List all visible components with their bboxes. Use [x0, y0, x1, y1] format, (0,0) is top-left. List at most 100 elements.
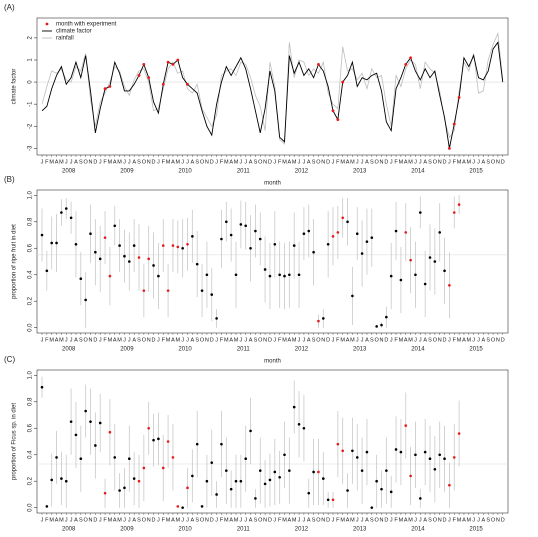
data-point — [45, 505, 49, 508]
data-point — [161, 244, 165, 247]
x-tick-label: J — [244, 159, 247, 165]
data-point — [244, 457, 247, 461]
data-point — [89, 420, 92, 423]
data-point — [132, 244, 136, 247]
x-tick-label: M — [176, 517, 181, 523]
x-tick-label: J — [41, 159, 44, 165]
x-tick-label: J — [65, 337, 68, 343]
x-tick-label: F — [45, 337, 49, 343]
x-tick-label: S — [254, 517, 258, 523]
x-tick-label: N — [496, 337, 500, 343]
data-point — [205, 479, 209, 483]
x-tick-label: J — [448, 337, 451, 343]
y-tick-label: 0.2 — [28, 296, 34, 305]
x-tick-label: J — [356, 159, 359, 165]
x-tick-label: D — [384, 159, 388, 165]
x-tick-label: M — [59, 517, 64, 523]
data-point — [283, 453, 286, 457]
data-point — [307, 491, 311, 495]
x-tick-label: J — [41, 517, 44, 523]
x-tick-label: N — [89, 337, 93, 343]
x-tick-label: M — [224, 517, 229, 523]
x-tick-label: A — [191, 517, 195, 523]
data-point — [448, 483, 451, 487]
x-tick-label: O — [375, 337, 380, 343]
data-point — [380, 323, 383, 327]
x-tick-label: A — [229, 159, 233, 165]
data-point — [254, 229, 257, 233]
x-tick-label: F — [453, 159, 457, 165]
experiment-point — [103, 87, 107, 91]
x-tick-label: A — [74, 517, 78, 523]
data-point — [438, 453, 442, 457]
x-tick-label: O — [316, 517, 321, 523]
year-label: 2013 — [353, 527, 367, 533]
data-point — [103, 491, 107, 495]
data-point — [331, 498, 335, 502]
year-label: 2012 — [295, 347, 309, 353]
x-tick-label: A — [346, 517, 350, 523]
data-point — [123, 486, 126, 490]
data-point — [142, 289, 146, 292]
year-label: 2009 — [120, 347, 134, 353]
x-tick-label: F — [336, 517, 340, 523]
x-tick-label: N — [496, 517, 500, 523]
x-tick-label: J — [419, 517, 422, 523]
x-tick-label: D — [268, 517, 272, 523]
x-tick-label: D — [501, 517, 505, 523]
data-point — [113, 456, 117, 459]
x-tick-label: M — [292, 517, 297, 523]
x-tick-label: M — [108, 337, 113, 343]
x-tick-label: J — [123, 517, 126, 523]
x-tick-label: S — [137, 337, 141, 343]
data-point — [326, 242, 330, 246]
data-point — [98, 257, 102, 261]
x-tick-label: M — [292, 337, 297, 343]
x-tick-label: M — [457, 159, 462, 165]
x-tick-label: M — [166, 159, 171, 165]
data-point — [161, 466, 165, 470]
data-point — [394, 229, 398, 233]
data-point — [64, 207, 68, 210]
data-point — [341, 216, 345, 220]
x-tick-label: A — [132, 159, 136, 165]
data-point — [307, 229, 311, 233]
x-tick-label: J — [303, 517, 306, 523]
data-point — [50, 241, 53, 245]
x-tick-label: N — [496, 159, 500, 165]
x-tick-label: N — [380, 517, 384, 523]
experiment-point — [457, 96, 461, 99]
y-tick-label: 2 — [28, 36, 34, 40]
x-tick-label: S — [370, 337, 374, 343]
x-tick-label: M — [350, 337, 355, 343]
x-tick-label: J — [332, 159, 335, 165]
data-point — [360, 469, 364, 472]
x-tick-label: J — [181, 337, 184, 343]
experiment-point — [142, 63, 146, 66]
x-tick-label: N — [263, 517, 267, 523]
data-point — [55, 456, 58, 459]
x-tick-label: D — [443, 517, 447, 523]
x-tick-label: A — [423, 517, 427, 523]
y-tick-label: 0.8 — [28, 217, 34, 226]
x-tick-label: A — [113, 517, 117, 523]
data-point — [132, 477, 136, 480]
data-point — [229, 487, 233, 491]
year-label: 2013 — [353, 347, 367, 353]
data-point — [79, 457, 83, 461]
x-tick-label: O — [316, 337, 321, 343]
data-point — [370, 506, 374, 510]
legend-label: month with experiment — [56, 22, 117, 28]
data-point — [385, 469, 388, 472]
data-point — [263, 482, 267, 486]
data-point — [423, 450, 427, 454]
x-tick-label: N — [147, 517, 151, 523]
x-tick-label: A — [171, 337, 175, 343]
y-tick-label: 1.0 — [28, 190, 34, 199]
x-tick-label: A — [249, 159, 253, 165]
data-point — [249, 246, 252, 250]
x-tick-label: J — [298, 159, 301, 165]
x-tick-label: J — [414, 159, 417, 165]
x-tick-label: M — [117, 159, 122, 165]
x-tick-label: J — [65, 159, 68, 165]
